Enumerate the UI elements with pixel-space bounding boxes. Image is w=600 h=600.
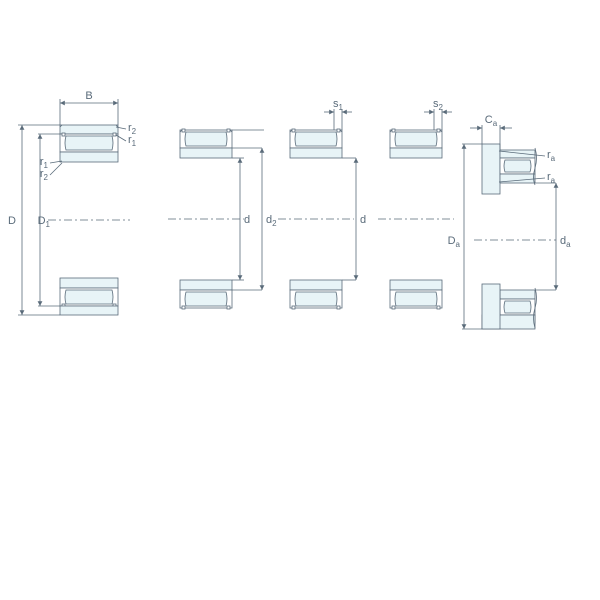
svg-text:s2: s2 (433, 98, 444, 112)
svg-text:r1: r1 (128, 134, 137, 148)
view-inner-right: s2 (378, 98, 454, 309)
svg-text:D1: D1 (38, 215, 51, 229)
svg-text:B: B (85, 90, 92, 102)
svg-text:D: D (8, 215, 16, 227)
svg-text:d: d (244, 214, 250, 226)
svg-text:Da: Da (448, 235, 461, 249)
svg-text:s1: s1 (333, 98, 344, 112)
svg-text:d: d (360, 214, 366, 226)
svg-text:da: da (560, 235, 571, 249)
view-abutment: CararaDada (448, 114, 572, 329)
view-inner-left: d d2 (168, 129, 277, 309)
svg-text:d2: d2 (266, 214, 277, 228)
svg-text:ra: ra (547, 149, 556, 163)
svg-text:Ca: Ca (485, 114, 498, 128)
view-outer: Br2r1r1r2DD1 (8, 90, 137, 315)
bearing-diagram: Br2r1r1r2DD1dd2s1ds2CararaDada (0, 0, 600, 600)
view-inner-mid: s1 d (278, 98, 366, 309)
svg-text:r2: r2 (40, 168, 49, 182)
